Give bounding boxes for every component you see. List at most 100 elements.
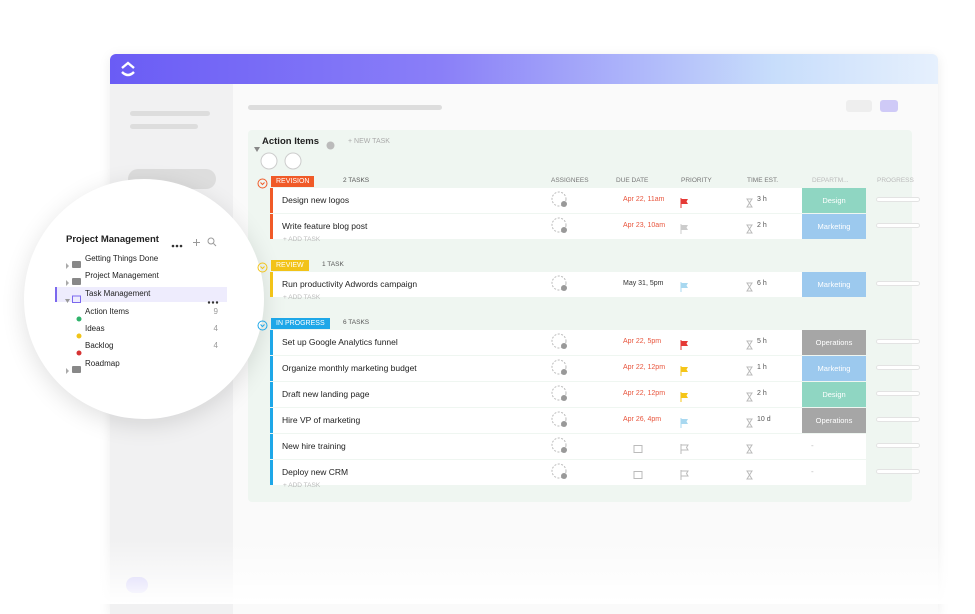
list-dot xyxy=(76,343,82,356)
group-toggle xyxy=(257,318,268,331)
department: Operations xyxy=(802,408,866,433)
more-icon xyxy=(171,236,183,248)
priority-flag xyxy=(680,195,689,208)
add-task[interactable]: + ADD TASK xyxy=(283,294,321,301)
list-item[interactable]: Backlog xyxy=(85,341,114,350)
task-name[interactable]: Write feature blog post xyxy=(282,221,368,231)
progress-bar xyxy=(876,339,920,344)
calendar-icon xyxy=(633,467,643,479)
task-count: 1 TASK xyxy=(322,261,344,268)
priority-flag xyxy=(680,337,689,350)
status-badge: REVIEW xyxy=(271,260,309,271)
folder-icon xyxy=(72,360,81,373)
department: Marketing xyxy=(802,272,866,297)
hourglass-icon xyxy=(746,195,753,208)
progress-bar xyxy=(876,197,920,202)
list-item[interactable]: Action Items xyxy=(85,307,130,316)
due-date: May 31, 5pm xyxy=(623,280,664,287)
placeholder xyxy=(130,111,210,116)
department: - xyxy=(811,441,814,450)
department: Operations xyxy=(802,330,866,355)
folder-item[interactable]: Task Management xyxy=(85,289,151,298)
hourglass-icon xyxy=(746,279,753,292)
status-badge: REVISION xyxy=(271,176,315,187)
add-task[interactable]: + ADD TASK xyxy=(283,236,321,243)
calendar-icon xyxy=(633,441,643,453)
list-item[interactable]: Ideas xyxy=(85,324,105,333)
priority-flag xyxy=(680,441,689,454)
task-row[interactable] xyxy=(270,214,866,239)
progress-bar xyxy=(876,417,920,422)
progress-bar xyxy=(876,443,920,448)
task-row[interactable] xyxy=(270,330,866,355)
task-name[interactable]: Design new logos xyxy=(282,195,350,205)
task-name[interactable]: New hire training xyxy=(282,441,346,451)
time-estimate: 2 h xyxy=(757,390,767,397)
progress-bar xyxy=(876,391,920,396)
task-row[interactable] xyxy=(270,382,866,407)
logo xyxy=(121,61,135,77)
department: Marketing xyxy=(802,356,866,381)
assignee-icon xyxy=(551,385,568,402)
progress-bar xyxy=(876,281,920,286)
time-estimate: 1 h xyxy=(757,364,767,371)
new-task[interactable]: + NEW TASK xyxy=(348,138,390,145)
time-estimate: 3 h xyxy=(757,196,767,203)
assignee-icon xyxy=(551,359,568,376)
hourglass-icon xyxy=(746,389,753,402)
task-name[interactable]: Run productivity Adwords campaign xyxy=(282,279,418,289)
hourglass-icon xyxy=(746,221,753,234)
task-row[interactable] xyxy=(270,188,866,213)
hourglass-icon xyxy=(746,441,753,454)
folder-item[interactable]: Project Management xyxy=(85,271,159,280)
department: - xyxy=(811,467,814,476)
column-header: TIME EST. xyxy=(747,177,779,184)
list-count: 4 xyxy=(213,341,218,350)
folder-icon xyxy=(72,290,81,303)
task-row[interactable] xyxy=(270,356,866,381)
button[interactable] xyxy=(846,100,872,112)
due-date: Apr 23, 10am xyxy=(623,222,666,229)
task-row[interactable] xyxy=(270,460,866,485)
avatar xyxy=(284,152,302,170)
task-row[interactable] xyxy=(270,408,866,433)
list-dot xyxy=(76,309,82,322)
caret xyxy=(65,273,70,286)
placeholder xyxy=(130,124,198,129)
active-row xyxy=(55,287,227,302)
more-icon xyxy=(207,292,219,304)
assignee-icon xyxy=(551,463,568,480)
due-date: Apr 22, 12pm xyxy=(623,364,666,371)
time-estimate: 6 h xyxy=(757,280,767,287)
assignee-icon xyxy=(551,217,568,234)
assignee-icon xyxy=(551,411,568,428)
department: Design xyxy=(802,382,866,407)
task-name[interactable]: Set up Google Analytics funnel xyxy=(282,337,398,347)
button[interactable] xyxy=(880,100,898,112)
folder-icon xyxy=(72,272,81,285)
priority-flag xyxy=(680,467,689,480)
folder-item[interactable]: Roadmap xyxy=(85,359,120,368)
folder-icon xyxy=(72,255,81,268)
progress-bar xyxy=(876,469,920,474)
add-task[interactable]: + ADD TASK xyxy=(283,482,321,489)
add-icon xyxy=(192,234,201,246)
task-name[interactable]: Hire VP of marketing xyxy=(282,415,361,425)
assignee-icon xyxy=(551,191,568,208)
task-name[interactable]: Draft new landing page xyxy=(282,389,370,399)
folder-item[interactable]: Getting Things Done xyxy=(85,254,159,263)
priority-flag xyxy=(680,279,689,292)
group-toggle xyxy=(257,176,268,189)
hourglass-icon xyxy=(746,363,753,376)
list-dot xyxy=(76,326,82,339)
column-header: PRIORITY xyxy=(681,177,712,184)
task-name[interactable]: Organize monthly marketing budget xyxy=(282,363,417,373)
column-header: PROGRESS xyxy=(877,177,914,184)
department: Design xyxy=(802,188,866,213)
task-name[interactable]: Deploy new CRM xyxy=(282,467,349,477)
task-row[interactable] xyxy=(270,434,866,459)
priority-flag xyxy=(680,415,689,428)
group-toggle xyxy=(257,260,268,273)
department: Marketing xyxy=(802,214,866,239)
task-row[interactable] xyxy=(270,272,866,297)
